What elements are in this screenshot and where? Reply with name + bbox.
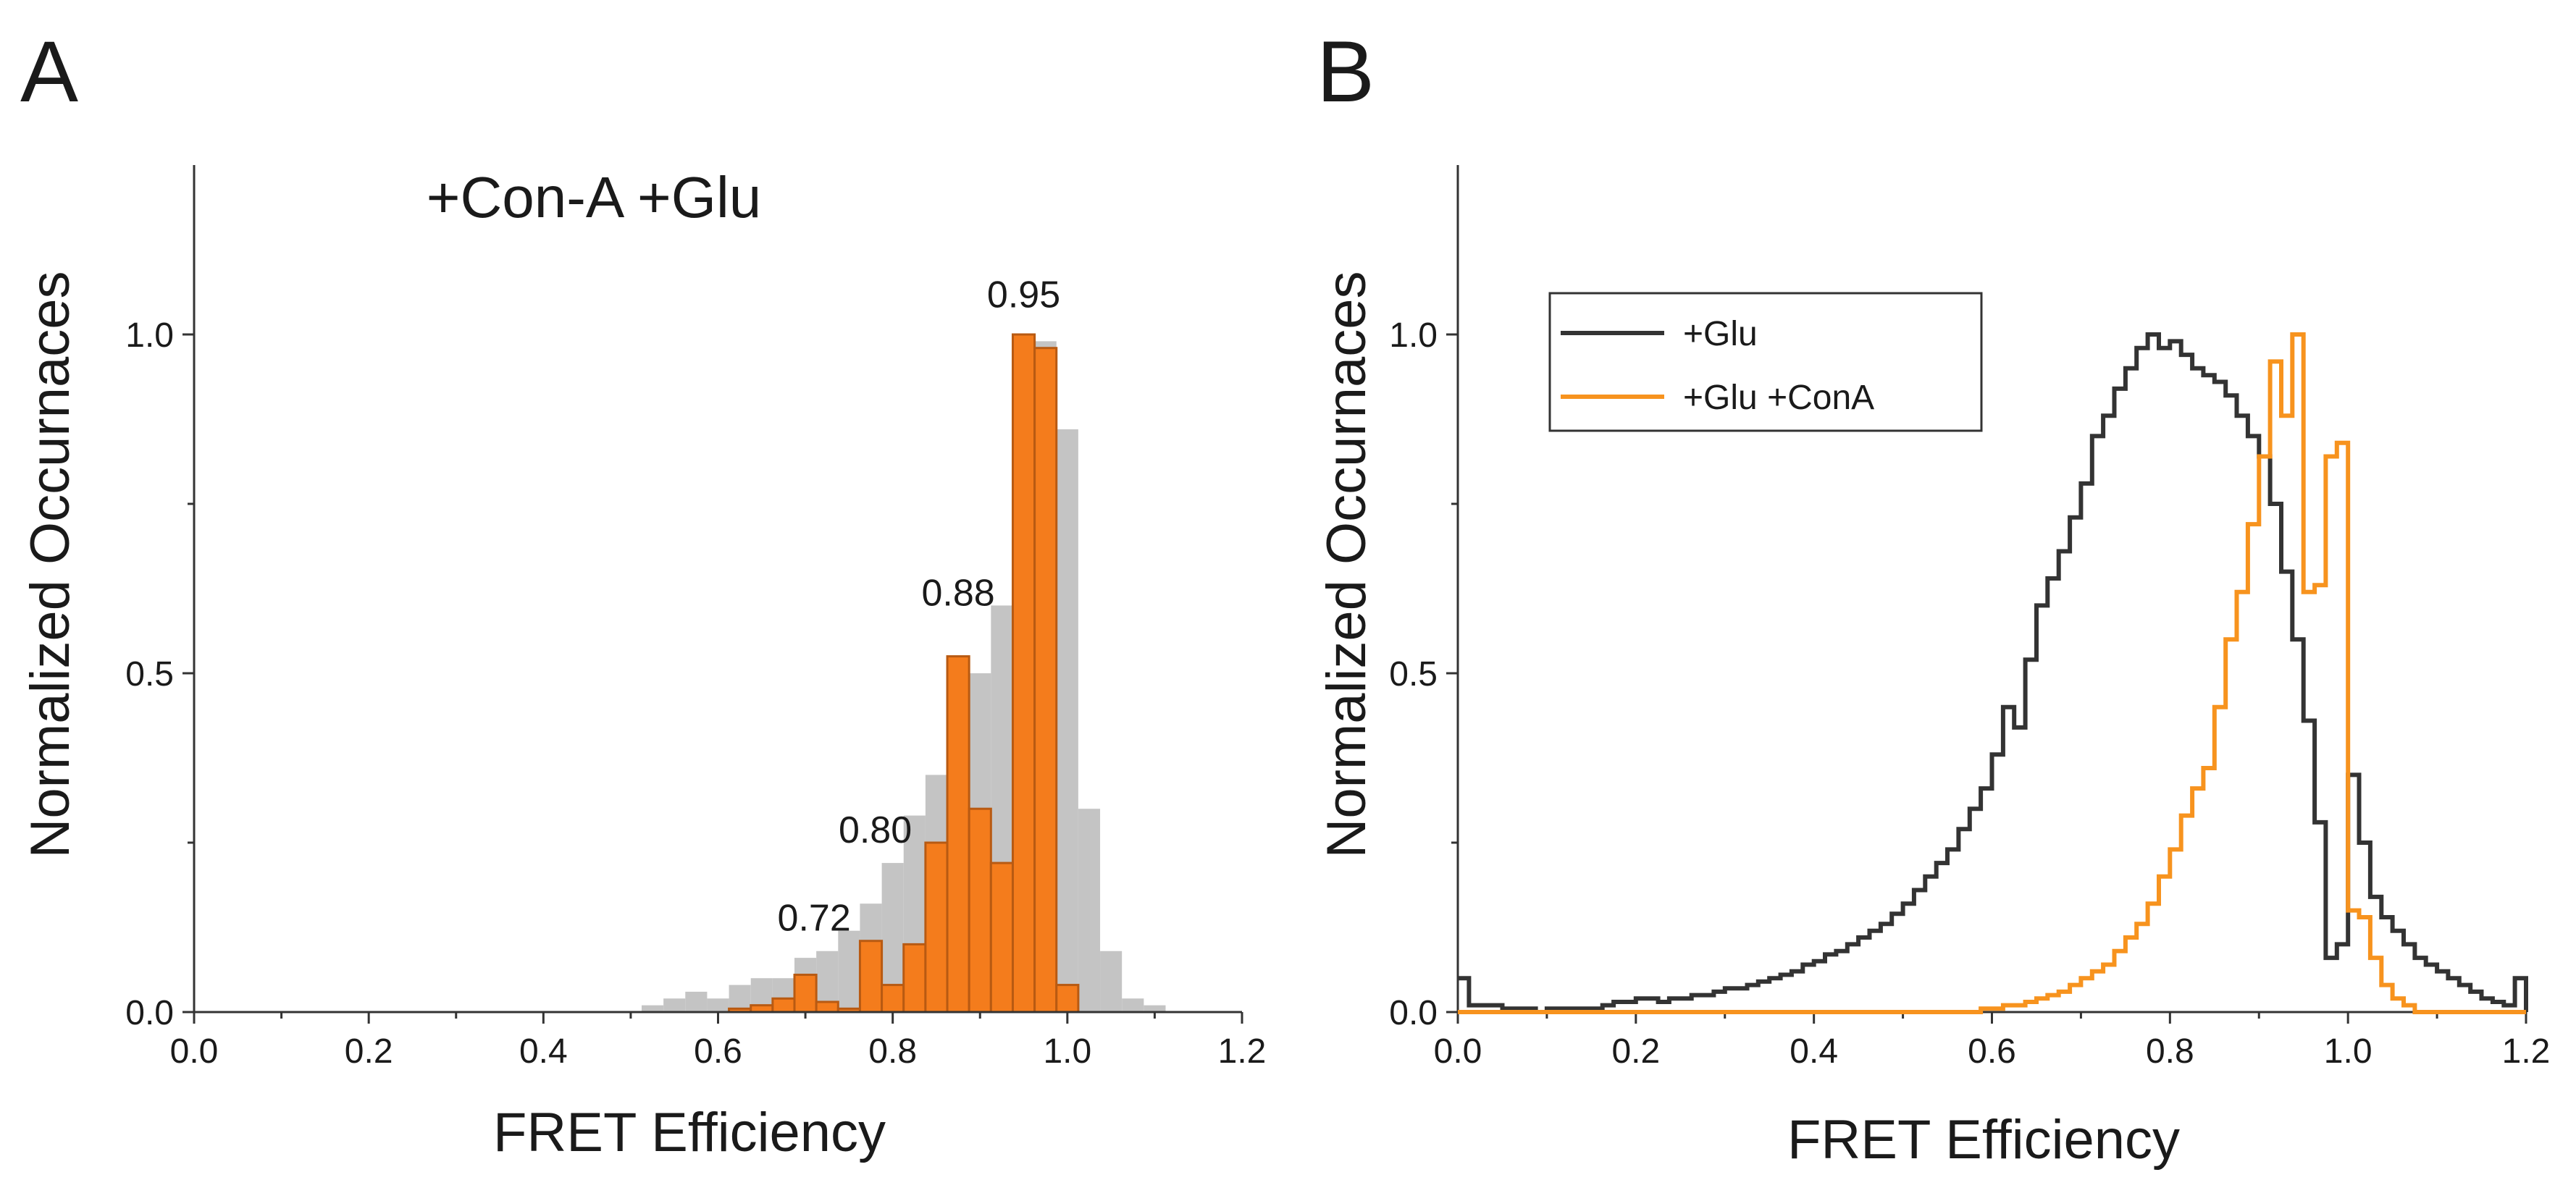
panel-b-y-axis-title: Normalized Occurnaces (1316, 271, 1377, 859)
panel-b-y-tick-label: 0.5 (1389, 655, 1438, 694)
panel-b-letter: B (1317, 23, 1375, 120)
panel-a-plot-area: 0.0 0.2 0.4 0.6 0.8 1.0 1.2 0.0 0.5 1.0 (125, 165, 1266, 1071)
orange-bar (793, 974, 818, 1014)
panel-a-annotations: 0.95 0.88 0.80 0.72 (778, 274, 1061, 940)
panel-a-x-tick-label: 1.0 (1043, 1032, 1091, 1071)
gray-bar (663, 998, 686, 1012)
orange-bar (924, 841, 949, 1014)
panel-b-x-tick-label: 1.0 (2324, 1032, 2372, 1071)
orange-bar (1055, 984, 1080, 1014)
gray-bar (1100, 951, 1123, 1012)
panel-b-x-axis-title: FRET Efficiency (1787, 1109, 2180, 1171)
series-line (1458, 332, 2526, 1014)
orange-bar (989, 861, 1014, 1014)
panel-a-x-tick-label: 0.6 (694, 1032, 742, 1071)
panel-a-condition-label: +Con-A +Glu (427, 165, 762, 229)
panel-b-x-tick-label: 0.2 (1611, 1032, 1660, 1071)
gray-bar (729, 985, 751, 1012)
orange-bar (1033, 347, 1058, 1014)
orange-bar (771, 997, 796, 1014)
orange-bar (946, 655, 970, 1014)
orange-bar (815, 1000, 839, 1014)
panel-b-y-tick-label: 1.0 (1389, 316, 1438, 355)
panel-a-letter: A (20, 23, 78, 120)
gray-bar (641, 1005, 664, 1012)
orange-bar (902, 943, 927, 1014)
series-line (1458, 332, 2528, 1014)
orange-bar (1011, 333, 1036, 1014)
panel-b-x-tick-label: 0.8 (2146, 1032, 2194, 1071)
panel-b-x-tick-label: 1.2 (2502, 1032, 2551, 1071)
peak-annotation: 0.88 (921, 572, 994, 614)
orange-bar (858, 940, 884, 1014)
panel-a: 0.0 0.2 0.4 0.6 0.8 1.0 1.2 0.0 0.5 1.0 +Con-A +G… (20, 165, 1266, 1163)
gray-bar (1056, 429, 1078, 1012)
panel-a-x-axis-title: FRET Efficiency (493, 1102, 886, 1163)
panel-b-x-tick-label: 0.6 (1968, 1032, 2016, 1071)
legend-glu-cona-label: +Glu +ConA (1683, 379, 1874, 417)
peak-annotation: 0.95 (987, 274, 1060, 316)
gray-bar (1122, 998, 1144, 1012)
panel-b-x-tick-label: 0.0 (1434, 1032, 1482, 1071)
panel-b-plot-area: 0.0 0.2 0.4 0.6 0.8 1.0 1.2 0.0 0.5 1.0 (1389, 165, 2550, 1071)
panel-a-y-tick-label: 0.5 (125, 655, 174, 694)
panel-b-x-tick-label: 0.4 (1790, 1032, 1838, 1071)
gray-bar (685, 991, 708, 1012)
peak-annotation: 0.80 (839, 809, 912, 851)
panel-a-x-tick-label: 0.0 (170, 1032, 219, 1071)
gray-bar (1144, 1005, 1166, 1012)
orange-bar (968, 807, 992, 1014)
panel-b-legend: +Glu +Glu +ConA (1548, 292, 1983, 432)
panel-a-x-tick-label: 1.2 (1218, 1032, 1267, 1071)
panel-a-x-tick-label: 0.2 (345, 1032, 393, 1071)
panel-b-y-tick-label: 0.0 (1389, 994, 1438, 1032)
gray-bar (707, 998, 729, 1012)
panel-a-x-tick-label: 0.8 (868, 1032, 917, 1071)
peak-annotation: 0.72 (778, 898, 851, 940)
legend-box (1548, 292, 1983, 432)
panel-a-y-tick-label: 0.0 (125, 994, 174, 1032)
gray-bar (1078, 809, 1101, 1012)
panel-a-y-tick-label: 1.0 (125, 316, 174, 355)
panel-a-x-tick-label: 0.4 (519, 1032, 568, 1071)
panel-b: 0.0 0.2 0.4 0.6 0.8 1.0 1.2 0.0 0.5 1.0 +Glu +Glu… (1316, 165, 2550, 1171)
gray-bar (838, 930, 860, 1012)
orange-bar (881, 984, 905, 1014)
panel-a-y-axis-title: Normalized Occurnaces (20, 271, 81, 859)
legend-glu-label: +Glu (1683, 315, 1758, 353)
